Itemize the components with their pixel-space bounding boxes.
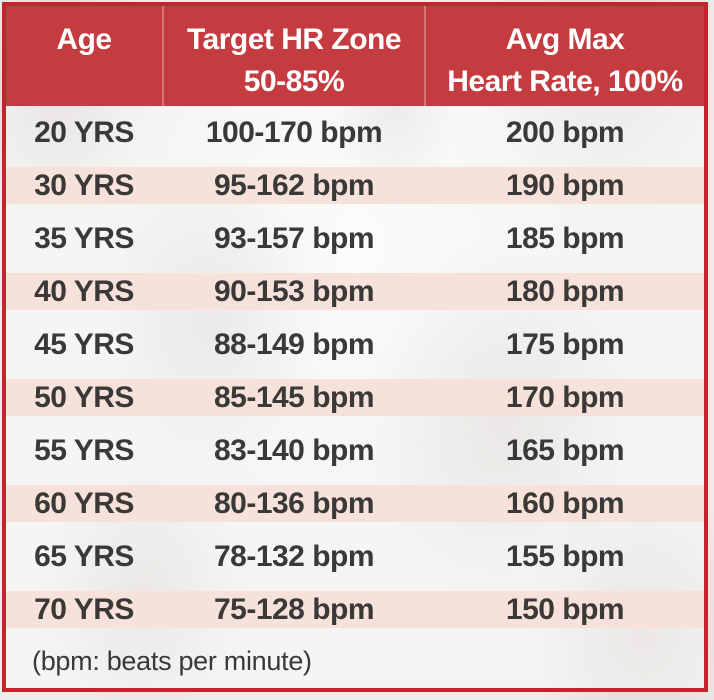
header-max-line2: Heart Rate, 100% [447, 65, 683, 98]
cell-target-hr-zone: 100-170 bpm [205, 115, 383, 149]
cell-avg-max: 185 bpm [505, 221, 625, 255]
cell-age: 70 YRS [34, 592, 134, 626]
cell-target-hr-zone: 95-162 bpm [213, 168, 375, 202]
heart-rate-table: Age Target HR Zone 50-85% Avg Max Heart … [2, 2, 708, 692]
cell-age: 60 YRS [34, 486, 134, 520]
table-row: 55 YRS 83-140 bpm 165 bpm [6, 424, 704, 477]
table-footnote-row: (bpm: beats per minute) [6, 636, 704, 686]
cell-age: 65 YRS [34, 539, 134, 573]
header-avg-max: Avg Max Heart Rate, 100% [424, 6, 704, 106]
cell-age: 20 YRS [34, 115, 134, 149]
cell-target-hr-zone: 78-132 bpm [213, 539, 375, 573]
cell-avg-max: 170 bpm [505, 380, 625, 414]
cell-target-hr-zone: 75-128 bpm [213, 592, 375, 626]
table-row: 40 YRS 90-153 bpm 180 bpm [6, 265, 704, 318]
table-row: 50 YRS 85-145 bpm 170 bpm [6, 371, 704, 424]
cell-age: 30 YRS [34, 168, 134, 202]
header-zone-line2: 50-85% [243, 65, 345, 98]
cell-target-hr-zone: 90-153 bpm [213, 274, 375, 308]
header-max-line1: Avg Max [505, 23, 625, 56]
table-body: 20 YRS 100-170 bpm 200 bpm 30 YRS 95-162… [6, 106, 704, 636]
table-row: 65 YRS 78-132 bpm 155 bpm [6, 530, 704, 583]
cell-avg-max: 200 bpm [505, 115, 625, 149]
cell-age: 40 YRS [34, 274, 134, 308]
header-target-hr-zone: Target HR Zone 50-85% [162, 6, 424, 106]
cell-target-hr-zone: 85-145 bpm [213, 380, 375, 414]
cell-target-hr-zone: 83-140 bpm [213, 433, 375, 467]
cell-avg-max: 180 bpm [505, 274, 625, 308]
table-row: 35 YRS 93-157 bpm 185 bpm [6, 212, 704, 265]
cell-age: 50 YRS [34, 380, 134, 414]
table-header-row: Age Target HR Zone 50-85% Avg Max Heart … [6, 6, 704, 106]
cell-avg-max: 160 bpm [505, 486, 625, 520]
table-row: 70 YRS 75-128 bpm 150 bpm [6, 583, 704, 636]
cell-avg-max: 165 bpm [505, 433, 625, 467]
header-zone-line1: Target HR Zone [186, 23, 402, 56]
header-age-label: Age [56, 23, 112, 56]
cell-target-hr-zone: 80-136 bpm [213, 486, 375, 520]
cell-age: 35 YRS [34, 221, 134, 255]
footnote-text: (bpm: beats per minute) [32, 645, 312, 676]
cell-avg-max: 190 bpm [505, 168, 625, 202]
cell-target-hr-zone: 93-157 bpm [213, 221, 375, 255]
table-row: 60 YRS 80-136 bpm 160 bpm [6, 477, 704, 530]
cell-avg-max: 155 bpm [505, 539, 625, 573]
header-age: Age [6, 6, 162, 106]
table-row: 45 YRS 88-149 bpm 175 bpm [6, 318, 704, 371]
cell-avg-max: 150 bpm [505, 592, 625, 626]
cell-target-hr-zone: 88-149 bpm [213, 327, 375, 361]
table-row: 30 YRS 95-162 bpm 190 bpm [6, 159, 704, 212]
table-row: 20 YRS 100-170 bpm 200 bpm [6, 106, 704, 159]
cell-age: 55 YRS [34, 433, 134, 467]
cell-avg-max: 175 bpm [505, 327, 625, 361]
cell-age: 45 YRS [34, 327, 134, 361]
